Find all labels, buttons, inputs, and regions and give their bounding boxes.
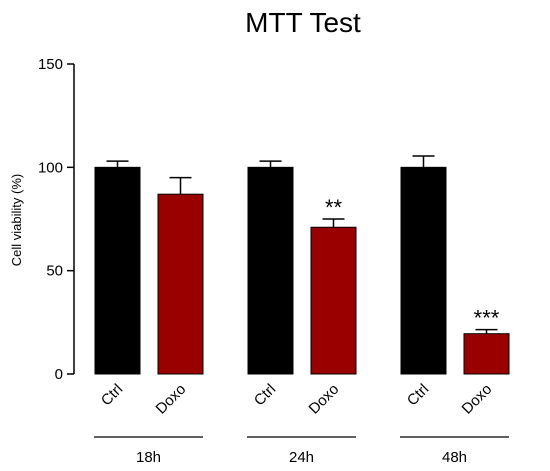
y-axis-label: Cell viability (%) xyxy=(9,174,24,266)
category-label: Doxo xyxy=(153,381,190,418)
bar-48h-doxo xyxy=(463,333,510,375)
chart-title: MTT Test xyxy=(245,7,361,38)
significance-label: *** xyxy=(474,306,500,331)
group-label: 48h xyxy=(442,449,467,466)
bar-48h-ctrl xyxy=(400,166,447,375)
y-tick-label: 0 xyxy=(55,366,63,383)
category-label: Doxo xyxy=(306,381,343,418)
y-axis-ticks: 0 50 100 150 xyxy=(38,56,74,383)
y-tick-label: 50 xyxy=(46,263,63,280)
y-tick-label: 150 xyxy=(38,56,63,73)
bar-24h-ctrl xyxy=(247,166,294,375)
bar-18h-ctrl xyxy=(94,166,141,375)
bar-18h-doxo xyxy=(157,193,204,375)
bar-series: Ctrl Doxo 18h Ctrl ** Doxo 24h Ctrl *** Doxo 48h xyxy=(94,155,510,466)
significance-label: ** xyxy=(325,195,343,220)
group-label: 24h xyxy=(289,449,314,466)
category-label: Doxo xyxy=(459,381,496,418)
category-label: Ctrl xyxy=(251,381,280,410)
group-label: 18h xyxy=(136,449,161,466)
category-label: Ctrl xyxy=(98,381,127,410)
category-label: Ctrl xyxy=(404,381,433,410)
bar-24h-doxo xyxy=(310,226,357,375)
y-tick-label: 100 xyxy=(38,159,63,176)
